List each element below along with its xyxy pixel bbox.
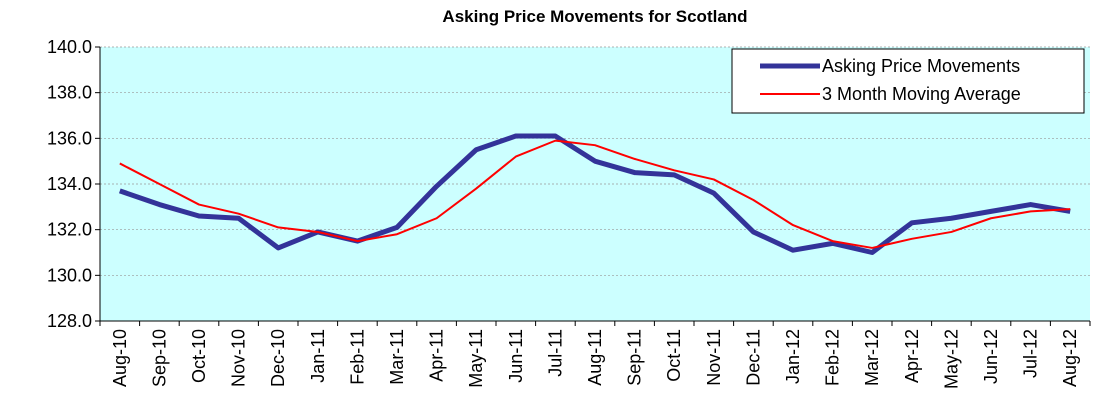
x-tick-label: May-12 — [941, 329, 961, 389]
legend — [731, 48, 1085, 114]
x-tick-label: Dec-11 — [743, 329, 763, 386]
x-tick-label: Nov-10 — [229, 329, 249, 387]
y-tick-label: 134.0 — [47, 174, 92, 194]
x-tick-label: Aug-11 — [585, 329, 605, 386]
x-tick-label: Feb-12 — [823, 329, 843, 386]
x-tick-label: Apr-11 — [427, 329, 447, 382]
y-tick-label: 128.0 — [47, 311, 92, 331]
y-tick-label: 130.0 — [47, 265, 92, 285]
x-tick-label: Jul-12 — [1021, 329, 1041, 378]
x-tick-label: Feb-11 — [347, 329, 367, 385]
x-tick-label: Nov-11 — [704, 329, 724, 386]
x-tick-label: May-11 — [466, 329, 486, 388]
x-tick-label: Jul-11 — [545, 329, 565, 377]
x-tick-label: Aug-12 — [1060, 329, 1080, 387]
legend-label: 3 Month Moving Average — [822, 84, 1021, 104]
x-tick-label: Oct-11 — [664, 329, 684, 382]
x-tick-label: Jan-11 — [308, 329, 328, 383]
line-series — [119, 139, 1071, 249]
x-tick-label: Sep-10 — [149, 329, 169, 387]
x-tick-label: Jan-12 — [783, 329, 803, 384]
y-tick-label: 136.0 — [47, 128, 92, 148]
x-tick-label: Apr-12 — [902, 329, 922, 383]
x-tick-label: Sep-11 — [625, 329, 645, 386]
x-tick-label: Dec-10 — [268, 329, 288, 387]
y-tick-label: 138.0 — [47, 83, 92, 103]
y-tick-label: 140.0 — [47, 37, 92, 57]
x-tick-label: Jun-11 — [506, 329, 526, 383]
line-series — [118, 133, 1071, 255]
legend-label: Asking Price Movements — [822, 56, 1020, 76]
x-tick-label: Mar-12 — [862, 329, 882, 386]
x-tick-label: Jun-12 — [981, 329, 1001, 384]
x-tick-label: Aug-10 — [110, 329, 130, 387]
chart-title: Asking Price Movements for Scotland — [442, 7, 747, 26]
y-tick-label: 132.0 — [47, 220, 92, 240]
x-tick-label: Oct-10 — [189, 329, 209, 383]
x-tick-label: Mar-11 — [387, 329, 407, 385]
